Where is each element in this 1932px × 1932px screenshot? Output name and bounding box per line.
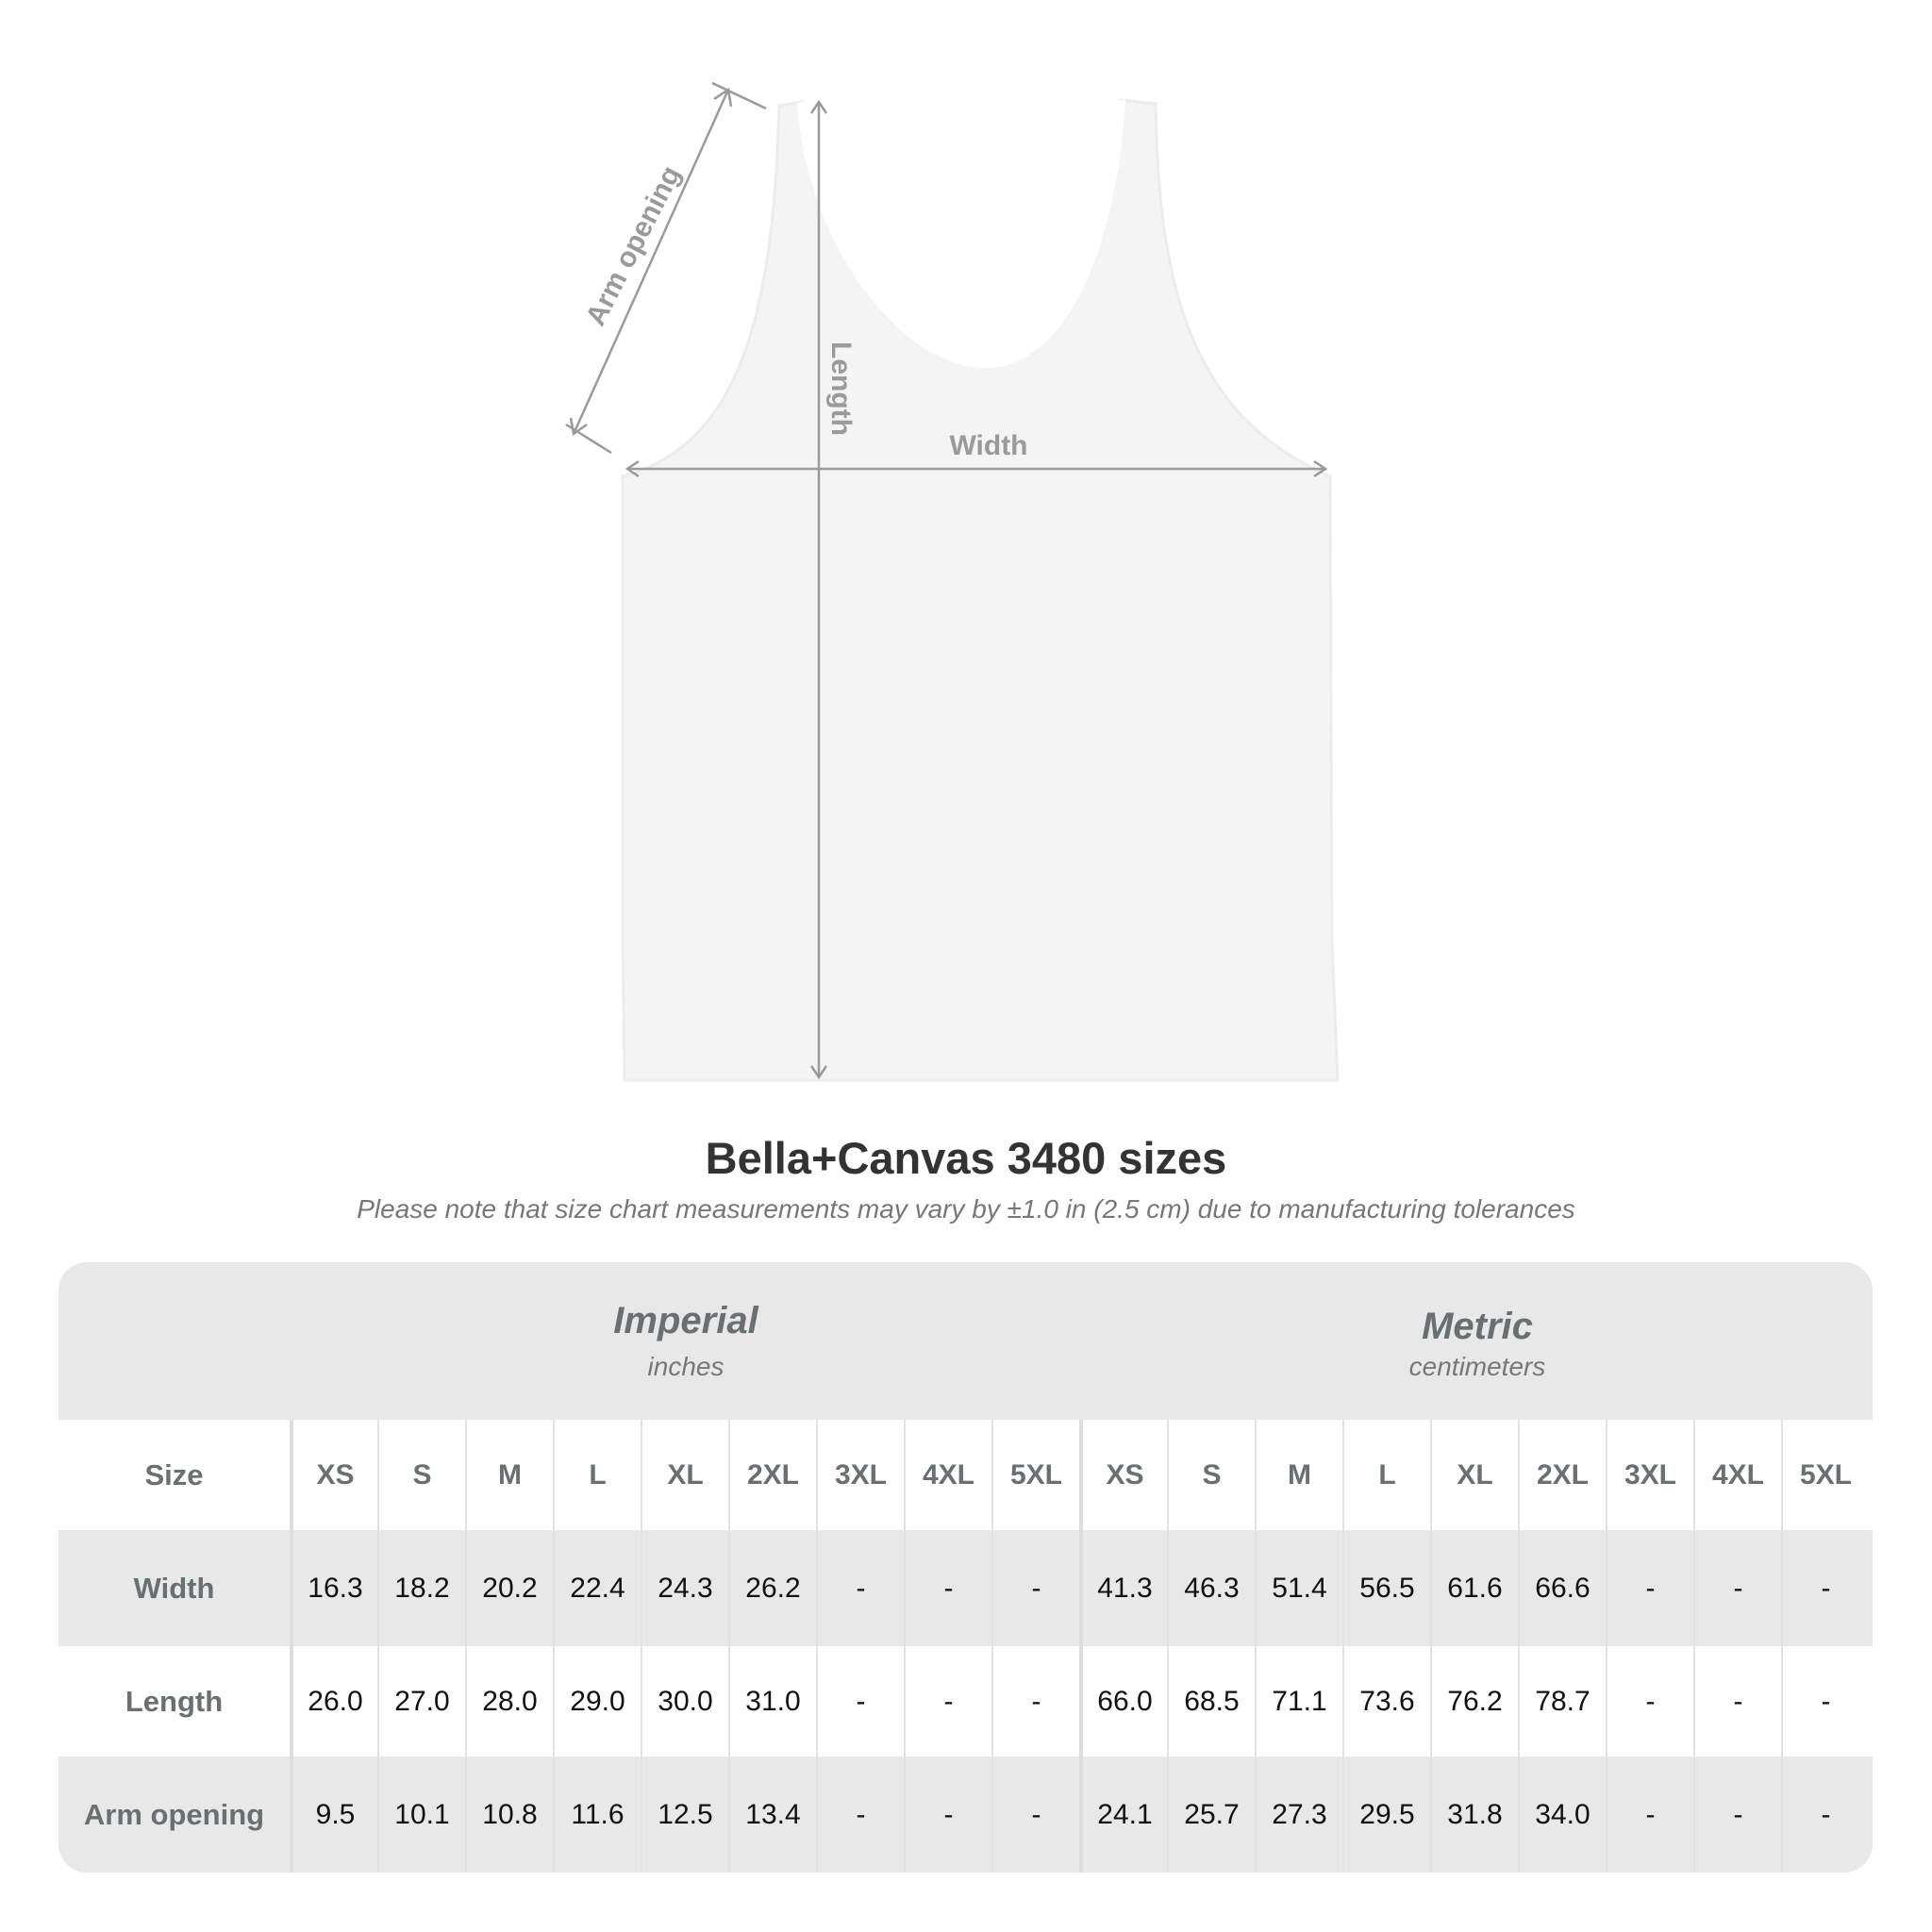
metric-value-cell: -	[1781, 1757, 1869, 1873]
imperial-value-cell: -	[991, 1646, 1079, 1757]
width-arrow	[625, 459, 1328, 478]
metric-size-header: S	[1167, 1420, 1255, 1530]
metric-value-cell: -	[1606, 1530, 1693, 1646]
imperial-value-cell: -	[816, 1646, 904, 1757]
metric-value-cell: 34.0	[1518, 1757, 1606, 1873]
metric-value-cell: 51.4	[1255, 1530, 1342, 1646]
imperial-size-header: XL	[641, 1420, 728, 1530]
imperial-size-header: L	[553, 1420, 641, 1530]
imperial-value-cell: 26.2	[728, 1530, 816, 1646]
metric-value-cell: 27.3	[1255, 1757, 1342, 1873]
arm-opening-label: Arm opening	[580, 161, 687, 331]
metric-value-cell: 56.5	[1342, 1530, 1430, 1646]
row-label: Arm opening	[83, 1797, 265, 1831]
metric-value-cell: 46.3	[1167, 1530, 1255, 1646]
size-table: Imperial inches Metric centimeters Size X…	[58, 1262, 1873, 1873]
imperial-value-cell: 26.0	[290, 1646, 377, 1757]
metric-size-header: 5XL	[1781, 1420, 1869, 1530]
imperial-value-cell: -	[991, 1757, 1079, 1873]
metric-value-cell: -	[1693, 1530, 1781, 1646]
metric-value-cell: 71.1	[1255, 1646, 1342, 1757]
metric-group-header: Metric centimeters	[1082, 1262, 1873, 1420]
imperial-size-header: 5XL	[991, 1420, 1079, 1530]
metric-value-cell: 68.5	[1167, 1646, 1255, 1757]
metric-size-header: 4XL	[1693, 1420, 1781, 1530]
imperial-value-cell: 11.6	[553, 1757, 641, 1873]
metric-value-cell: 66.6	[1518, 1530, 1606, 1646]
size-header-row: Size XS S M L XL 2XL 3XL 4XL 5XL XS S M L XL 2XL 3XL 4XL 5…	[58, 1420, 1873, 1530]
metric-size-header: 3XL	[1606, 1420, 1693, 1530]
imperial-value-cell: 10.8	[465, 1757, 553, 1873]
imperial-value-cell: -	[816, 1757, 904, 1873]
metric-value-cell: 24.1	[1079, 1757, 1167, 1873]
metric-value-cell: 73.6	[1342, 1646, 1430, 1757]
imperial-value-cell: -	[904, 1530, 991, 1646]
imperial-value-cell: 16.3	[290, 1530, 377, 1646]
table-row: Length 26.0 27.0 28.0 29.0 30.0 31.0- - -66.0 68.…	[58, 1646, 1873, 1757]
imperial-size-header: 3XL	[816, 1420, 904, 1530]
imperial-value-cell: 31.0	[728, 1646, 816, 1757]
metric-value-cell: 29.5	[1342, 1757, 1430, 1873]
page-title: Bella+Canvas 3480 sizes	[705, 1133, 1227, 1183]
metric-size-header: XS	[1079, 1420, 1167, 1530]
metric-size-header: M	[1255, 1420, 1342, 1530]
metric-value-cell: 31.8	[1430, 1757, 1518, 1873]
imperial-value-cell: 24.3	[641, 1530, 728, 1646]
imperial-value-cell: 13.4	[728, 1757, 816, 1873]
size-label: Size	[144, 1457, 204, 1491]
imperial-value-cell: 29.0	[553, 1646, 641, 1757]
imperial-size-header: XS	[290, 1420, 377, 1530]
imperial-value-cell: 22.4	[553, 1530, 641, 1646]
metric-value-cell: -	[1693, 1646, 1781, 1757]
imperial-value-cell: -	[904, 1646, 991, 1757]
tank-top-diagram: Arm opening Length Width	[565, 81, 1340, 1082]
metric-value-cell: 61.6	[1430, 1530, 1518, 1646]
metric-value-cell: 41.3	[1079, 1530, 1167, 1646]
metric-size-header: 2XL	[1518, 1420, 1606, 1530]
imperial-size-header: S	[377, 1420, 465, 1530]
tank-top-illustration	[621, 98, 1340, 1082]
metric-size-header: L	[1342, 1420, 1430, 1530]
row-label: Length	[125, 1684, 224, 1718]
metric-value-cell: -	[1693, 1757, 1781, 1873]
imperial-value-cell: 20.2	[465, 1530, 553, 1646]
metric-unit: centimeters	[1408, 1352, 1546, 1381]
metric-title: Metric	[1422, 1306, 1533, 1347]
imperial-title: Imperial	[613, 1300, 758, 1341]
metric-value-cell: 66.0	[1079, 1646, 1167, 1757]
table-row: Width 16.3 18.2 20.2 22.4 24.3 26.2- - -41.3 46.3…	[58, 1530, 1873, 1646]
metric-value-cell: -	[1781, 1646, 1869, 1757]
metric-value-cell: 76.2	[1430, 1646, 1518, 1757]
imperial-value-cell: 30.0	[641, 1646, 728, 1757]
imperial-value-cell: 27.0	[377, 1646, 465, 1757]
imperial-size-header: M	[465, 1420, 553, 1530]
imperial-size-header: 4XL	[904, 1420, 991, 1530]
metric-value-cell: -	[1606, 1646, 1693, 1757]
imperial-unit: inches	[647, 1352, 724, 1381]
table-header-band	[58, 1262, 1873, 1420]
imperial-value-cell: 9.5	[290, 1757, 377, 1873]
imperial-value-cell: 10.1	[377, 1757, 465, 1873]
tolerance-note: Please note that size chart measurements…	[357, 1194, 1575, 1224]
tank-neckline	[797, 99, 1125, 369]
table-row: Arm opening 9.5 10.1 10.8 11.6 12.5 13.4- - -24.…	[58, 1757, 1873, 1873]
metric-size-header: XL	[1430, 1420, 1518, 1530]
imperial-value-cell: 12.5	[641, 1757, 728, 1873]
metric-value-cell: 78.7	[1518, 1646, 1606, 1757]
metric-value-cell: -	[1781, 1530, 1869, 1646]
arm-opening-arrow	[565, 81, 767, 455]
length-arrow	[809, 99, 828, 1080]
imperial-size-header: 2XL	[728, 1420, 816, 1530]
imperial-value-cell: 18.2	[377, 1530, 465, 1646]
imperial-value-cell: -	[904, 1757, 991, 1873]
imperial-value-cell: 28.0	[465, 1646, 553, 1757]
imperial-value-cell: -	[816, 1530, 904, 1646]
imperial-group-header: Imperial inches	[290, 1262, 1082, 1420]
metric-value-cell: 25.7	[1167, 1757, 1255, 1873]
metric-value-cell: -	[1606, 1757, 1693, 1873]
length-label: Length	[825, 341, 857, 436]
width-label: Width	[949, 430, 1027, 461]
imperial-value-cell: -	[991, 1530, 1079, 1646]
row-label: Width	[133, 1571, 215, 1605]
